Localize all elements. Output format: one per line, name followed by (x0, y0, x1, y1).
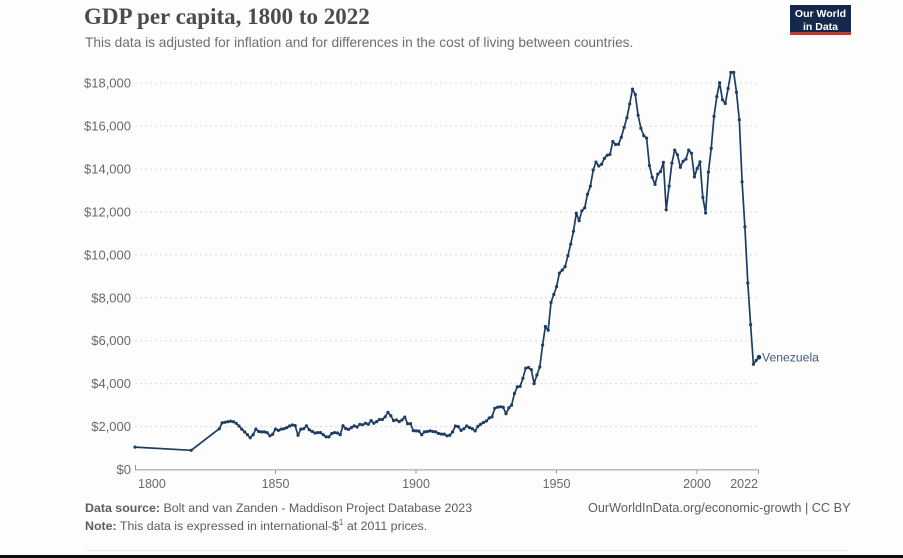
svg-text:2022: 2022 (730, 477, 758, 491)
svg-text:$6,000: $6,000 (91, 333, 131, 348)
svg-text:$16,000: $16,000 (84, 119, 131, 134)
svg-text:$0: $0 (117, 462, 131, 477)
svg-text:1800: 1800 (138, 477, 166, 491)
svg-text:1950: 1950 (543, 477, 571, 491)
svg-text:2000: 2000 (683, 477, 711, 491)
svg-text:$8,000: $8,000 (91, 290, 131, 305)
svg-text:$10,000: $10,000 (84, 247, 131, 262)
svg-text:Venezuela: Venezuela (762, 351, 819, 365)
svg-text:$14,000: $14,000 (84, 162, 131, 177)
svg-text:$18,000: $18,000 (84, 76, 131, 91)
svg-text:$2,000: $2,000 (91, 419, 131, 434)
svg-text:1850: 1850 (262, 477, 290, 491)
svg-text:$12,000: $12,000 (84, 204, 131, 219)
svg-text:1900: 1900 (402, 477, 430, 491)
svg-text:$4,000: $4,000 (91, 376, 131, 391)
